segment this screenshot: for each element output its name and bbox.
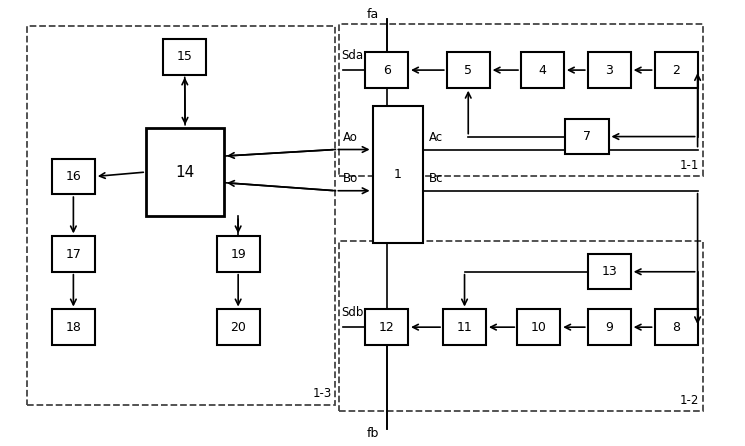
Bar [588,254,631,289]
Text: 4: 4 [539,64,546,77]
Text: 15: 15 [177,50,193,63]
Bar [588,52,631,88]
Text: 11: 11 [457,321,472,334]
Text: 12: 12 [378,321,394,334]
Bar [217,310,260,345]
Bar [146,128,224,216]
Bar [52,310,95,345]
Text: fa: fa [367,8,379,21]
Text: 16: 16 [66,170,81,183]
Text: 7: 7 [583,130,591,143]
Text: 10: 10 [531,321,547,334]
Bar [517,310,560,345]
Text: 9: 9 [606,321,613,334]
Text: 6: 6 [383,64,390,77]
Text: 1: 1 [394,168,402,181]
Text: 3: 3 [606,64,613,77]
Bar [655,52,697,88]
Bar [163,39,206,74]
Bar [52,236,95,272]
Bar [588,310,631,345]
Bar [655,310,697,345]
Text: Bo: Bo [343,173,358,186]
Bar [28,26,335,405]
Text: Sdb: Sdb [341,306,364,319]
Bar [339,24,703,177]
Bar [339,241,703,411]
Text: 13: 13 [601,265,617,278]
Text: 17: 17 [66,248,81,260]
Text: 14: 14 [176,165,194,180]
Text: Ao: Ao [343,131,358,144]
Bar [365,52,408,88]
Bar [372,106,423,243]
Bar [521,52,564,88]
Text: 1-2: 1-2 [679,394,699,407]
Text: 2: 2 [672,64,680,77]
Text: fb: fb [367,427,379,440]
Text: Bc: Bc [429,173,443,186]
Text: 5: 5 [464,64,472,77]
Text: 8: 8 [672,321,680,334]
Text: 19: 19 [230,248,246,260]
Text: 1-1: 1-1 [679,159,699,172]
Bar [447,52,489,88]
Text: 1-3: 1-3 [312,387,332,401]
Text: Sda: Sda [341,49,364,62]
Bar [52,159,95,194]
Bar [443,310,486,345]
Text: Ac: Ac [429,131,443,144]
Text: 18: 18 [66,321,81,334]
Bar [217,236,260,272]
Text: 20: 20 [230,321,246,334]
Bar [365,310,408,345]
Bar [565,119,609,154]
